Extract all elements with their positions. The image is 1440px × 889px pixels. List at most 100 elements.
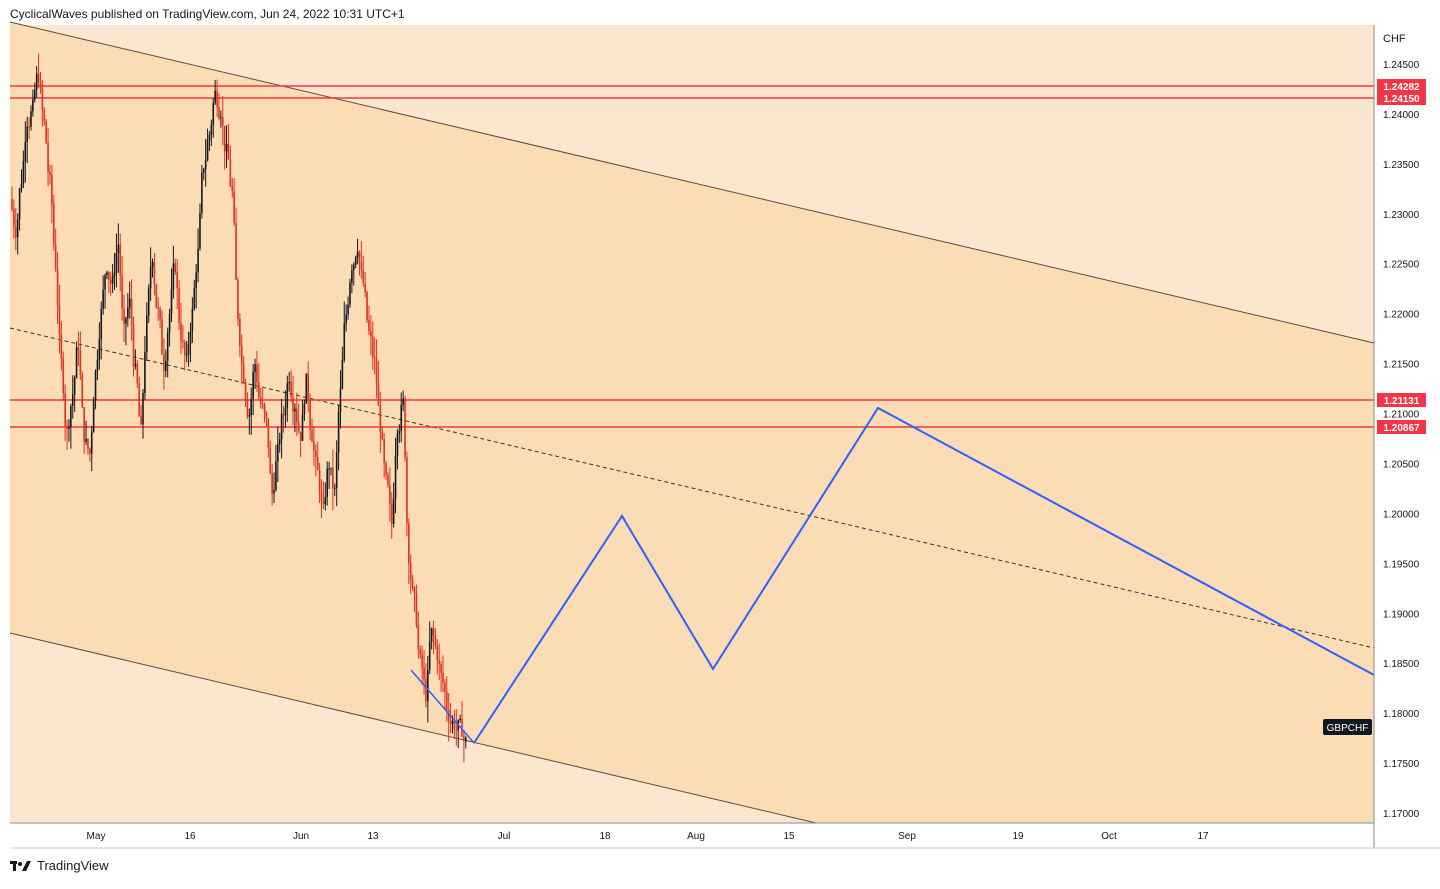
candle-body — [373, 357, 376, 359]
candle-body — [138, 383, 141, 417]
candle-body — [58, 305, 61, 335]
candle-body — [30, 111, 32, 127]
candle-body — [409, 563, 412, 580]
candle-body — [292, 397, 294, 412]
candle-body — [440, 663, 442, 673]
candle-body — [191, 308, 194, 332]
y-tick-label: 1.18500 — [1383, 659, 1420, 670]
candle-body — [45, 120, 47, 143]
candle-body — [33, 89, 36, 100]
candle-body — [413, 587, 416, 594]
candle-body — [239, 318, 241, 346]
candle-body — [147, 288, 150, 316]
candle-body — [43, 110, 46, 121]
candle-body — [316, 456, 319, 471]
candle-body — [269, 447, 272, 474]
candle-body — [341, 359, 344, 389]
candle-body — [220, 117, 222, 119]
x-tick-label: 15 — [783, 831, 795, 842]
candle-body — [127, 307, 129, 319]
level-label: 1.21131 — [1384, 396, 1420, 407]
candle-body — [371, 336, 374, 358]
candle-body — [153, 262, 156, 285]
candle-body — [326, 468, 328, 498]
candle-body — [444, 683, 446, 692]
candle-body — [275, 461, 277, 490]
y-tick-label: 1.23000 — [1383, 210, 1420, 221]
candle-body — [151, 262, 154, 267]
candle-body — [432, 628, 435, 635]
candle-body — [128, 298, 131, 308]
candle-body — [83, 407, 85, 442]
candle-body — [106, 272, 108, 276]
candle-body — [223, 125, 226, 152]
candle-body — [79, 350, 82, 375]
candle-body — [32, 99, 34, 112]
candle-body — [419, 649, 422, 655]
candle-body — [244, 381, 247, 400]
candle-body — [210, 124, 213, 135]
candle-body — [375, 358, 378, 383]
candle-body — [364, 283, 366, 293]
candle-body — [362, 269, 365, 284]
candle-body — [463, 736, 465, 742]
currency-label: CHF — [1383, 33, 1406, 45]
candle-body — [288, 381, 291, 384]
candle-body — [436, 645, 439, 661]
candle-body — [332, 467, 334, 489]
candle-body — [134, 363, 137, 367]
candle-body — [256, 364, 258, 383]
candle-body — [417, 625, 420, 650]
x-tick-label: May — [87, 831, 106, 842]
y-tick-label: 1.17500 — [1383, 759, 1420, 770]
candle-body — [358, 251, 361, 263]
candle-body — [90, 432, 93, 454]
candle-body — [252, 371, 254, 399]
candle-body — [265, 412, 268, 419]
candle-body — [307, 373, 310, 400]
candle-body — [425, 679, 427, 702]
candle-body — [108, 272, 110, 280]
candle-body — [267, 418, 270, 448]
candle-body — [294, 408, 296, 412]
candle-body — [286, 383, 289, 408]
candle-body — [434, 634, 437, 646]
candle-body — [180, 322, 182, 341]
candle-body — [199, 213, 201, 249]
candle-body — [166, 332, 169, 362]
candle-body — [39, 82, 42, 89]
candle-body — [98, 338, 101, 360]
candle-body — [370, 330, 372, 337]
candle-body — [174, 263, 177, 272]
candle-body — [343, 323, 346, 360]
candle-body — [314, 450, 317, 457]
candle-body — [387, 475, 389, 486]
candle-body — [356, 251, 359, 258]
candle-body — [324, 497, 327, 505]
candle-body — [51, 174, 53, 205]
candle-body — [337, 412, 340, 453]
candle-body — [60, 334, 63, 359]
y-tick-label: 1.24000 — [1383, 110, 1420, 121]
brand-label: TradingView — [37, 858, 109, 873]
candle-body — [197, 248, 199, 273]
candle-body — [398, 431, 401, 434]
candle-body — [328, 468, 330, 470]
candle-body — [453, 720, 456, 730]
candle-body — [176, 271, 178, 289]
symbol-badge: GBPCHF — [1323, 719, 1372, 735]
candle-body — [115, 253, 118, 273]
candle-body — [113, 272, 116, 276]
candle-body — [41, 88, 44, 111]
candle-body — [423, 667, 425, 680]
x-tick-label: Jun — [293, 831, 309, 842]
candle-body — [254, 364, 256, 372]
candle-body — [20, 184, 23, 190]
y-tick-label: 1.22000 — [1383, 310, 1420, 321]
candle-body — [225, 143, 228, 152]
publisher-header: CyclicalWaves published on TradingView.c… — [10, 7, 405, 21]
level-label: 1.24150 — [1383, 94, 1420, 105]
candle-body — [121, 275, 123, 309]
candle-body — [144, 352, 146, 393]
